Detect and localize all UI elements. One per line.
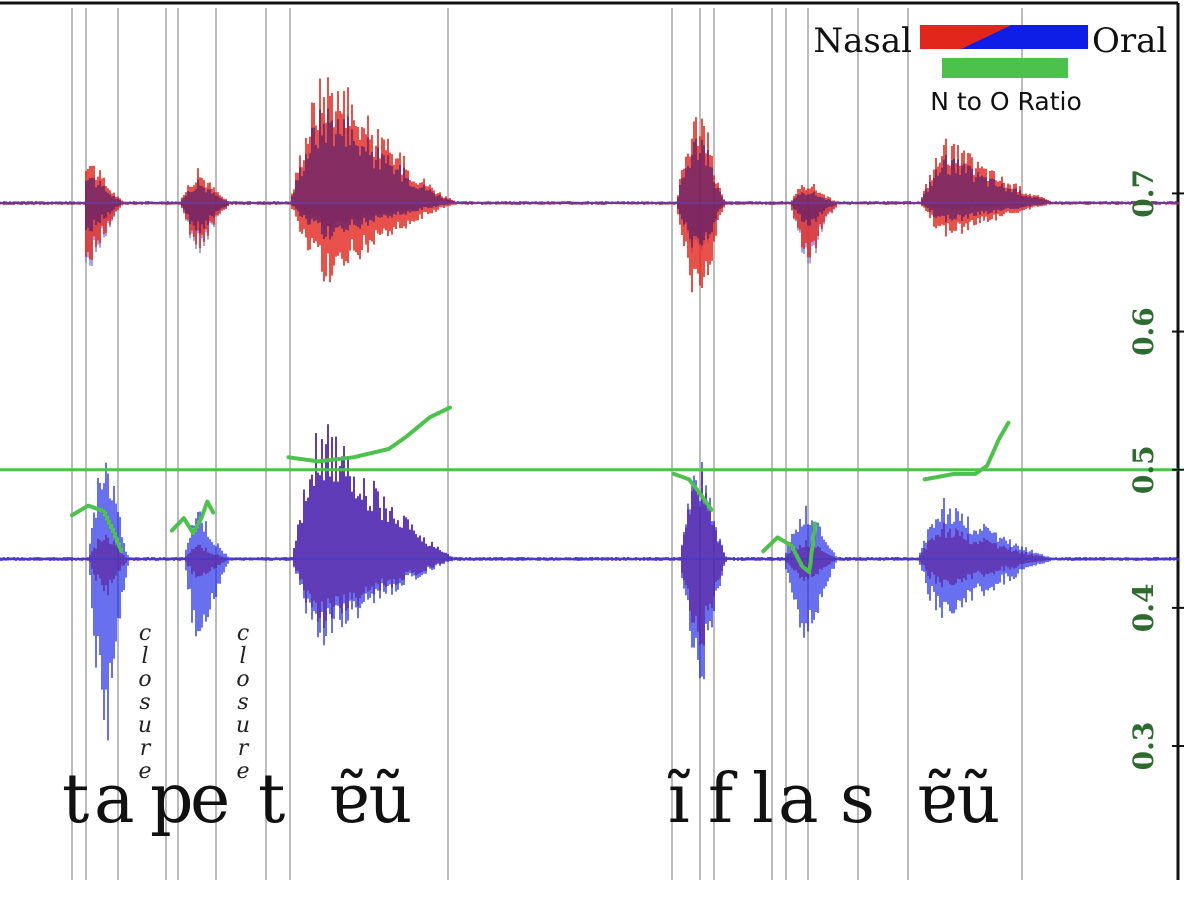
segment-label-p: p <box>150 760 194 839</box>
closure-2-letter-5: r <box>238 736 250 761</box>
segment-label-a2: a <box>778 760 819 839</box>
tick-label-1: 0.4 <box>1127 584 1160 633</box>
segment-label-e: e <box>190 760 230 839</box>
ratio-line-3 <box>671 471 714 512</box>
closure-1-letter-5: r <box>140 736 152 761</box>
legend-nasal-oral-swatch <box>920 25 1088 49</box>
tick-label-4: 0.7 <box>1127 169 1160 218</box>
segment-label-s: s <box>840 760 875 839</box>
closure-1-letter-3: s <box>139 690 150 715</box>
ratio-line-0 <box>69 503 124 554</box>
closure-2-letter-3: s <box>237 690 248 715</box>
closure-2-letter-6: e <box>236 759 249 784</box>
ratio-line-2 <box>286 405 452 464</box>
ratio-line-5 <box>922 420 1011 482</box>
closure-1-letter-2: o <box>138 667 151 692</box>
segment-label-t1: t <box>62 760 89 839</box>
closure-2-letter-1: l <box>239 644 246 669</box>
legend: Nasal Oral N to O Ratio <box>813 21 1167 116</box>
tick-label-2: 0.5 <box>1127 445 1160 494</box>
bottom-waveform-nasal-trace <box>0 424 1179 646</box>
bottom-waveform-oral-trace <box>0 424 1179 741</box>
tick-label-3: 0.6 <box>1127 307 1160 356</box>
ratio-line-1 <box>170 499 216 536</box>
legend-nasal-label: Nasal <box>813 21 912 61</box>
closure-2-letter-2: o <box>236 667 249 692</box>
right-axis-ticks: 0.3 0.4 0.5 0.6 0.7 <box>1127 169 1184 770</box>
segment-label-nasal-i: ĩ <box>667 760 690 839</box>
segment-label-a1: a <box>94 760 135 839</box>
segment-label-l: l <box>752 760 774 839</box>
ratio-series <box>69 405 1011 574</box>
bottom-waveform <box>0 424 1179 741</box>
closure-2-letter-0: c <box>237 621 249 646</box>
closure-2-letter-4: u <box>236 713 250 738</box>
segment-boundaries <box>71 8 1023 880</box>
segment-label-nasal-diphthong-2: ɐ̃ũ <box>916 760 1000 839</box>
legend-ratio-label: N to O Ratio <box>930 87 1082 116</box>
closure-1-letter-4: u <box>138 713 152 738</box>
legend-oral-label: Oral <box>1092 21 1167 61</box>
closure-1-letter-1: l <box>141 644 148 669</box>
ratio-line-4 <box>761 521 818 574</box>
tick-label-0: 0.3 <box>1127 722 1160 771</box>
closure-1-letter-0: c <box>139 621 151 646</box>
segment-labels: t a p e t ɐ̃ũ ĩ f l a s ɐ̃ũ <box>62 760 1000 839</box>
segment-label-t2: t <box>258 760 285 839</box>
legend-ratio-swatch <box>942 58 1068 78</box>
segment-label-nasal-diphthong-1: ɐ̃ũ <box>328 760 412 839</box>
segment-label-f: f <box>708 760 738 839</box>
closure-1-letter-6: e <box>138 759 151 784</box>
